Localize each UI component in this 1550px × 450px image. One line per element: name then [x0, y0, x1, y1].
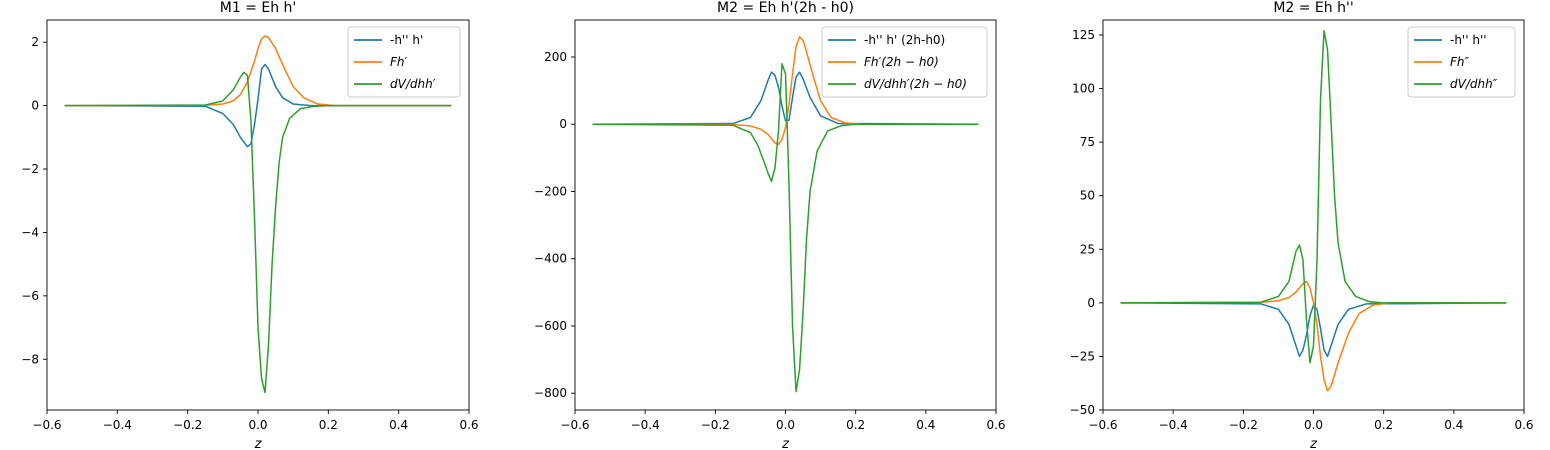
- y-tick-label: −200: [534, 184, 567, 198]
- x-tick-label: −0.4: [631, 418, 660, 432]
- chart-panel-1: M1 = Eh h' −0.6 −0.4 −0.2 0.0 0.2 0.4 0.6 2 0 −2 −4…: [21, 0, 478, 450]
- y-tick-label: −4: [21, 225, 39, 239]
- series-line-1: [592, 71, 979, 125]
- y-tick-label: 125: [1072, 28, 1095, 42]
- x-tick-label: 0.6: [1514, 418, 1533, 432]
- legend-entry: dV/dhh′: [390, 77, 436, 91]
- legend-box: [347, 26, 461, 98]
- x-tick-label: 0.0: [1304, 418, 1323, 432]
- y-tick-label: 0: [1087, 296, 1095, 310]
- y-tick-label: 75: [1080, 135, 1095, 149]
- x-tick-label: 0.4: [1444, 418, 1463, 432]
- legend: -h'' h'' Fh″ dV/dhh″: [1407, 26, 1516, 98]
- y-tick-label: −6: [21, 289, 39, 303]
- legend-entry: -h'' h' (2h-h0): [864, 33, 945, 47]
- y-tick-label: 25: [1080, 242, 1095, 256]
- x-tick-label: −0.2: [1229, 418, 1258, 432]
- y-tick-label: −800: [534, 386, 567, 400]
- x-tick-label: −0.4: [1159, 418, 1188, 432]
- x-tick-label: −0.6: [560, 418, 589, 432]
- chart-title: M1 = Eh h': [220, 0, 297, 16]
- legend-box: [821, 26, 988, 98]
- legend-entry: Fh′(2h − h0): [864, 55, 939, 69]
- series-line-2: [64, 35, 452, 107]
- x-tick-label: −0.6: [1088, 418, 1117, 432]
- x-tick-label: 0.0: [776, 418, 795, 432]
- y-tick-label: −2: [21, 162, 39, 176]
- x-tick-label: −0.2: [173, 418, 202, 432]
- chart-title: M2 = Eh h'': [1273, 0, 1353, 16]
- legend-entry: dV/dhh″: [1450, 77, 1498, 91]
- series-line-2: [592, 36, 979, 146]
- chart-title: M2 = Eh h'(2h - h0): [717, 0, 854, 16]
- y-tick-label: 100: [1072, 82, 1095, 96]
- legend-entry: Fh′: [390, 55, 408, 69]
- x-tick-label: 0.4: [389, 418, 408, 432]
- legend: -h'' h' Fh′ dV/dhh′: [347, 26, 461, 98]
- y-tick-label: −400: [534, 252, 567, 266]
- chart-panel-2: M2 = Eh h'(2h - h0) −0.6 −0.4 −0.2 0.0 0.2 0.4…: [534, 0, 1006, 450]
- series-line-3: [64, 71, 452, 394]
- y-tick-label: −50: [1070, 403, 1095, 417]
- x-tick-label: 0.4: [916, 418, 935, 432]
- y-tick-label: 200: [544, 50, 567, 64]
- x-axis-label: z: [781, 437, 790, 450]
- x-tick-label: 0.6: [459, 418, 478, 432]
- legend-entry: dV/dhh′(2h − h0): [864, 77, 967, 91]
- x-tick-label: 0.2: [846, 418, 865, 432]
- legend-box: [1407, 26, 1516, 98]
- x-tick-label: 0.2: [319, 418, 338, 432]
- series-line-2: [1120, 280, 1507, 392]
- y-tick-label: −25: [1070, 349, 1095, 363]
- legend-entry: -h'' h'': [1450, 33, 1487, 47]
- legend-entry: Fh″: [1450, 55, 1470, 69]
- series-line-1: [64, 63, 452, 148]
- x-tick-label: −0.2: [701, 418, 730, 432]
- y-tick-label: −600: [534, 319, 567, 333]
- legend: -h'' h' (2h-h0) Fh′(2h − h0) dV/dhh′(2h − …: [821, 26, 988, 98]
- x-axis-label: z: [254, 437, 263, 450]
- y-tick-label: 50: [1080, 189, 1095, 203]
- legend-entry: -h'' h': [390, 33, 423, 47]
- x-tick-label: −0.4: [103, 418, 132, 432]
- x-tick-label: 0.0: [248, 418, 267, 432]
- x-tick-label: 0.6: [986, 418, 1005, 432]
- y-tick-label: 0: [559, 117, 567, 131]
- series-line-3: [1120, 29, 1507, 364]
- series-line-3: [592, 62, 979, 393]
- y-tick-label: 0: [31, 99, 39, 113]
- x-axis-label: z: [1309, 437, 1318, 450]
- chart-panel-3: M2 = Eh h'' −0.6 −0.4 −0.2 0.0 0.2 0.4 0.6 125 10…: [1070, 0, 1534, 450]
- y-tick-label: −8: [21, 352, 39, 366]
- y-tick-label: 2: [31, 35, 39, 49]
- x-tick-label: −0.6: [32, 418, 61, 432]
- x-tick-label: 0.2: [1374, 418, 1393, 432]
